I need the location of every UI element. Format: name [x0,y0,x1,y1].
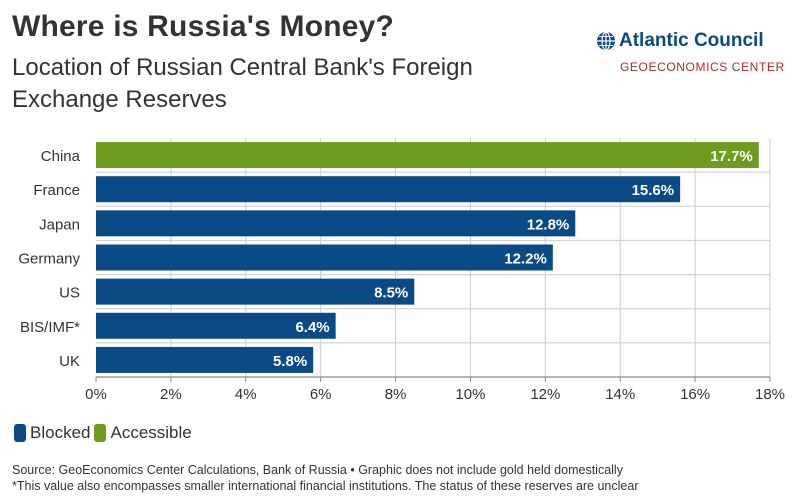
x-tick-label: 16% [680,386,710,403]
bar [96,142,759,169]
category-label: Japan [39,216,80,233]
legend-swatch-blocked [14,424,26,442]
atlantic-council-logo: Atlantic Council GEOECONOMICS CENTER [596,30,786,78]
category-label: UK [59,353,80,370]
bar [96,176,681,203]
chart-title: Where is Russia's Money? [12,10,395,43]
legend-item-blocked: Blocked [14,423,90,443]
x-tick-label: 4% [235,386,257,403]
legend-item-accessible: Accessible [94,423,192,443]
bar-value-label: 12.2% [504,251,547,268]
bar-value-label: 6.4% [295,319,329,336]
category-label: BIS/IMF* [20,319,80,336]
footnote-text: *This value also encompasses smaller int… [12,479,639,493]
source-text: Source: GeoEconomics Center Calculations… [12,463,623,477]
x-tick-label: 18% [755,386,785,403]
bar [96,312,336,339]
x-tick-label: 0% [85,386,107,403]
category-label: China [41,148,81,165]
x-tick-label: 8% [385,386,407,403]
x-tick-label: 12% [530,386,560,403]
bar-value-label: 15.6% [632,182,675,199]
category-label: Germany [18,251,80,268]
legend-label-accessible: Accessible [110,423,192,442]
logo-subtitle: GEOECONOMICS CENTER [620,60,785,74]
chart-legend: Blocked Accessible [14,423,196,443]
bar-value-label: 5.8% [273,353,307,370]
legend-swatch-accessible [94,424,107,442]
x-tick-label: 10% [455,386,485,403]
bar-value-label: 8.5% [374,285,408,302]
x-tick-label: 14% [605,386,635,403]
bar-value-label: 17.7% [710,148,753,165]
category-label: France [33,182,80,199]
x-tick-label: 6% [310,386,332,403]
chart-subtitle: Location of Russian Central Bank's Forei… [12,54,473,113]
globe-icon [597,31,615,51]
logo-name: Atlantic Council [619,30,764,51]
bar [96,346,314,373]
category-label: US [59,285,80,302]
bar [96,278,415,305]
source-notes: Source: GeoEconomics Center Calculations… [12,462,792,494]
bar [96,244,553,271]
bar [96,210,576,237]
legend-label-blocked: Blocked [30,423,91,442]
x-tick-label: 2% [160,386,182,403]
bar-value-label: 12.8% [527,216,570,233]
